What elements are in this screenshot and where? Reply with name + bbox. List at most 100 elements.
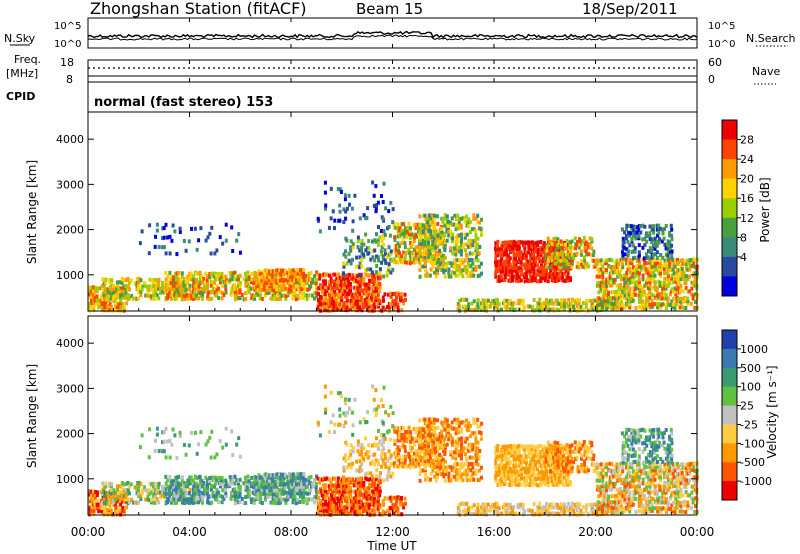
- scatter-cell: [182, 280, 186, 285]
- scatter-cell: [238, 488, 242, 493]
- scatter-cell: [661, 302, 665, 307]
- scatter-cell: [653, 240, 657, 245]
- scatter-cell: [394, 447, 398, 452]
- scatter-cell: [278, 497, 282, 502]
- colorbar-tick-label: 4: [740, 251, 747, 264]
- scatter-cell: [381, 305, 385, 310]
- scatter-cell: [121, 301, 125, 306]
- scatter-cell: [231, 275, 235, 280]
- scatter-cell: [219, 494, 222, 498]
- scatter-cell: [371, 476, 375, 481]
- scatter-cell: [323, 483, 327, 488]
- scatter-cell: [211, 274, 215, 279]
- scatter-cell: [403, 241, 407, 246]
- scatter-cell: [117, 493, 121, 498]
- scatter-cell: [253, 479, 257, 484]
- scatter-cell: [349, 508, 353, 513]
- scatter-cell: [217, 296, 221, 301]
- scatter-cell: [418, 451, 422, 456]
- scatter-cell: [552, 251, 556, 256]
- scatter-cell: [271, 492, 275, 496]
- scatter-cell: [626, 303, 630, 308]
- scatter-cell: [677, 286, 681, 290]
- scatter-cell: [329, 486, 333, 491]
- scatter-cell: [356, 289, 360, 294]
- scatter-cell: [553, 307, 557, 312]
- scatter-cell: [351, 219, 355, 224]
- scatter-cell: [508, 265, 512, 270]
- scatter-cell: [545, 243, 549, 247]
- scatter-cell: [257, 481, 260, 486]
- scatter-cell: [372, 512, 376, 517]
- scatter-cell: [289, 475, 293, 480]
- scatter-cell: [173, 296, 177, 301]
- scatter-cell: [663, 296, 667, 301]
- scatter-cell: [414, 250, 418, 255]
- scatter-cell: [617, 263, 621, 268]
- scatter-cell: [374, 499, 378, 504]
- scatter-cell: [661, 227, 665, 232]
- scatter-cell: [427, 220, 431, 225]
- scatter-cell: [628, 292, 632, 297]
- scatter-cell: [611, 265, 615, 270]
- scatter-cell: [246, 270, 250, 275]
- scatter-cell: [138, 241, 142, 246]
- scatter-cell: [275, 472, 279, 477]
- scatter-cell: [115, 491, 119, 496]
- scatter-cell: [340, 483, 344, 488]
- scatter-cell: [193, 488, 197, 493]
- scatter-cell: [329, 294, 333, 299]
- scatter-cell: [336, 484, 340, 489]
- scatter-cell: [603, 258, 607, 263]
- scatter-cell: [331, 307, 335, 312]
- scatter-cell: [273, 288, 277, 293]
- scatter-cell: [280, 472, 284, 477]
- scatter-cell: [469, 242, 473, 247]
- scatter-cell: [309, 488, 313, 493]
- scatter-cell: [276, 287, 280, 292]
- scatter-cell: [199, 281, 203, 286]
- scatter-cell: [516, 260, 520, 264]
- scatter-cell: [106, 494, 110, 499]
- scatter-cell: [668, 246, 672, 251]
- scatter-cell: [268, 487, 272, 492]
- scatter-cell: [255, 290, 259, 295]
- scatter-cell: [374, 490, 378, 495]
- scatter-cell: [360, 480, 364, 485]
- scatter-cell: [403, 438, 407, 443]
- scatter-cell: [416, 452, 420, 457]
- scatter-cell: [681, 258, 685, 263]
- scatter-cell: [195, 284, 199, 289]
- scatter-cell: [543, 241, 546, 246]
- scatter-cell: [383, 258, 387, 263]
- scatter-cell: [302, 278, 306, 283]
- scatter-cell: [612, 302, 616, 307]
- scatter-cell: [93, 295, 97, 300]
- scatter-cell: [369, 483, 373, 487]
- scatter-cell: [529, 275, 533, 280]
- scatter-cell: [175, 271, 179, 276]
- scatter-cell: [296, 296, 300, 301]
- scatter-cell: [691, 271, 695, 276]
- scatter-cell: [519, 260, 523, 265]
- scatter-cell: [108, 291, 112, 296]
- scatter-cell: [161, 284, 164, 289]
- scatter-cell: [615, 289, 619, 294]
- scatter-cell: [378, 282, 382, 287]
- scatter-cell: [617, 286, 621, 291]
- scatter-cell: [126, 284, 130, 289]
- scatter-cell: [414, 226, 418, 231]
- scatter-cell: [384, 260, 388, 265]
- scatter-cell: [645, 239, 649, 244]
- scatter-cell: [360, 245, 364, 250]
- scatter-cell: [605, 277, 609, 282]
- scatter-cell: [362, 279, 366, 284]
- scatter-cell: [474, 216, 478, 221]
- scatter-cell: [90, 289, 94, 294]
- scatter-cell: [423, 421, 427, 426]
- scatter-cell: [621, 286, 625, 291]
- scatter-cell: [373, 499, 377, 504]
- scatter-cell: [229, 481, 233, 485]
- scatter-cell: [291, 296, 295, 301]
- scatter-cell: [117, 308, 121, 312]
